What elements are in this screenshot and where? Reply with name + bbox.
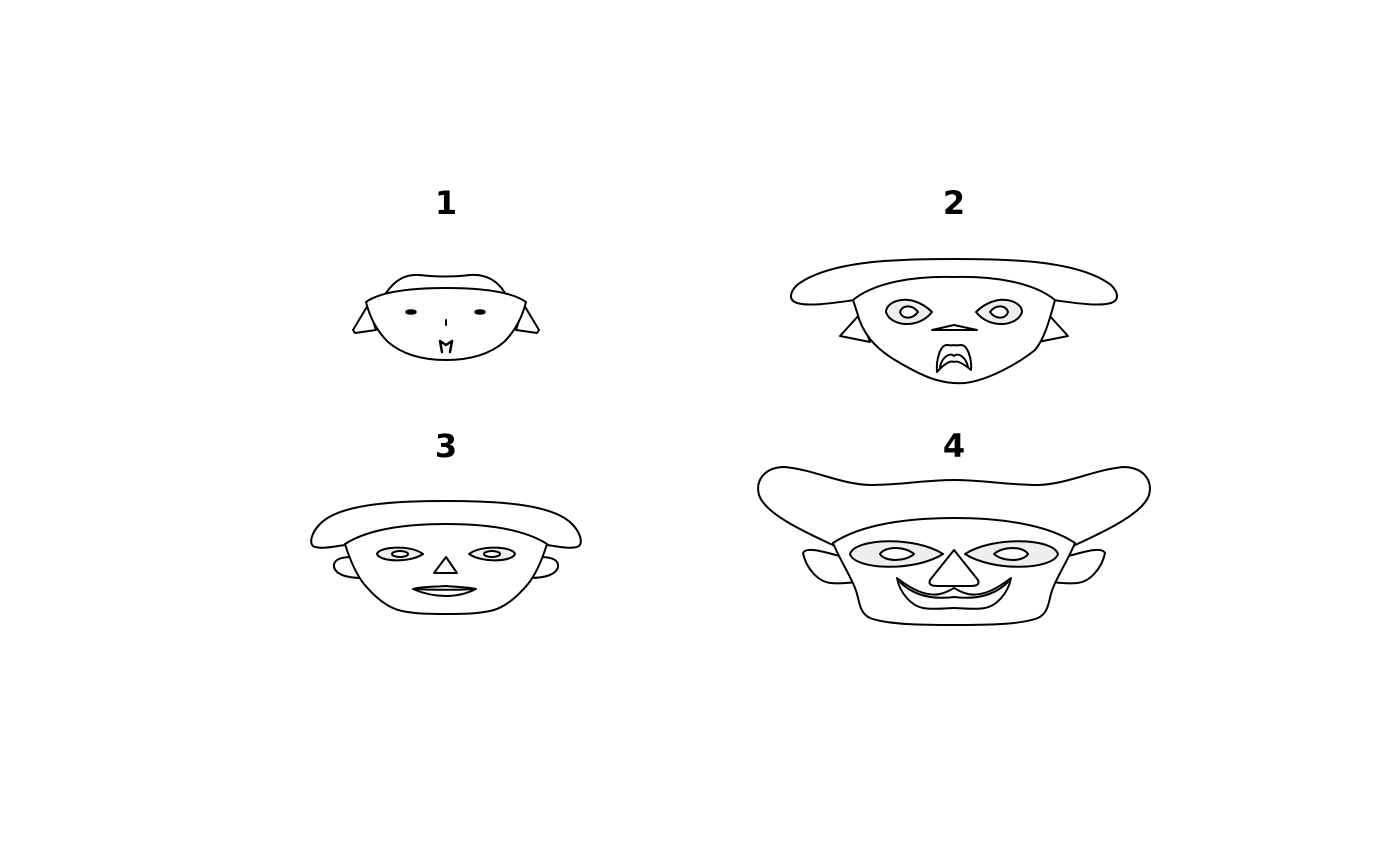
face-3-right-ear [529,556,560,579]
face-2-label: 2 [943,184,965,222]
face-4-left-pupil [879,547,915,561]
face-2-mouth-inner [939,353,969,368]
face-2-right-pupil [989,305,1009,319]
face-4-hair [757,466,1151,547]
face-3-mouth [412,585,477,597]
face-3-nose [433,556,458,574]
face-1-label: 1 [435,184,457,222]
face-3-label: 3 [435,427,457,465]
face-3-left-pupil [391,550,409,558]
face-3-right-pupil [483,550,501,558]
face-1-right-eye [474,309,486,315]
face-4-mouth-inner [899,581,1009,599]
face-1-left-eye [405,309,417,315]
face-2-mouth-outer [935,344,973,373]
face-3-left-ear [332,556,363,579]
face-4: 4 [757,427,1151,626]
face-4-right-pupil [993,547,1029,561]
face-4-nose [928,549,980,587]
face-3-mouth-line [415,588,475,591]
face-2-nose [931,324,978,331]
face-3: 3 [310,427,582,615]
face-1: 1 [352,184,540,361]
face-2: 2 [790,184,1118,385]
face-1-mouth [438,339,454,354]
face-4-label: 4 [943,427,965,465]
face-2-left-pupil [899,305,919,319]
face-4-mouth [896,577,1012,610]
